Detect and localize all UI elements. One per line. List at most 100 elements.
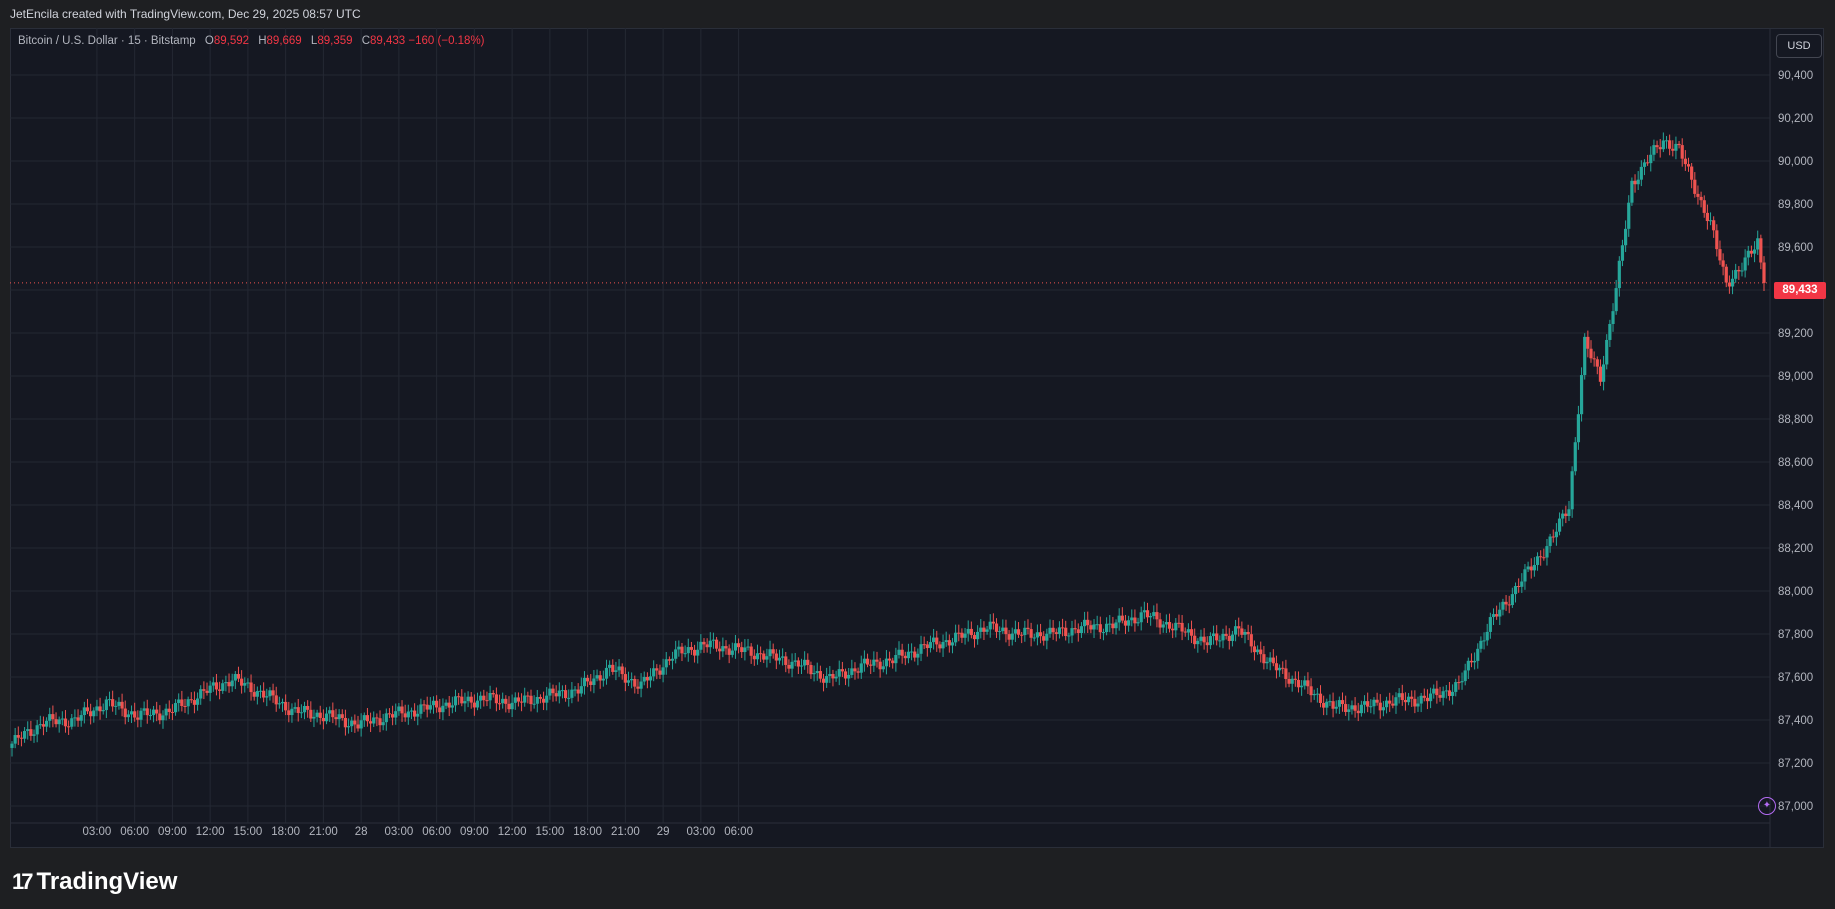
candle-body: [507, 703, 511, 710]
candle-body: [48, 714, 52, 721]
tradingview-logo[interactable]: 17 TradingView: [12, 868, 177, 896]
candle-body: [422, 704, 426, 706]
candle-body: [293, 707, 297, 709]
candle-body: [938, 644, 942, 649]
candle-body: [268, 690, 272, 697]
candle-body: [947, 640, 951, 646]
candle-body: [1677, 143, 1681, 146]
candle-body: [1696, 193, 1700, 197]
candle-body: [315, 712, 319, 717]
legend-close-label: C: [361, 35, 371, 47]
candle-body: [1419, 695, 1423, 704]
legend-symbol[interactable]: Bitcoin / U.S. Dollar · 15 · Bitstamp: [18, 35, 196, 47]
candle-body: [1759, 238, 1763, 263]
candle-body: [136, 717, 140, 720]
candle-body: [1265, 661, 1269, 664]
candle-body: [1127, 620, 1131, 626]
candle-body: [466, 696, 470, 702]
candle-body: [611, 664, 615, 672]
candle-body: [759, 653, 763, 655]
candle-body: [1394, 697, 1398, 706]
candle-body: [516, 697, 521, 702]
candle-body: [730, 650, 734, 655]
candle-body: [107, 699, 112, 701]
candle-body: [1060, 627, 1065, 629]
candle-body: [1428, 693, 1433, 702]
candle-body: [1605, 339, 1609, 365]
candle-body: [299, 712, 303, 714]
candle-body: [262, 690, 266, 698]
candle-body: [850, 668, 854, 675]
candle-body: [535, 696, 539, 704]
candle-body: [711, 639, 716, 641]
candle-body: [277, 703, 281, 705]
candle-body: [435, 700, 439, 708]
candle-body: [1567, 509, 1571, 517]
candle-body: [796, 660, 800, 667]
sparkle-icon[interactable]: ✦: [1758, 797, 1776, 815]
candle-body: [167, 708, 171, 712]
candle-body: [416, 713, 420, 717]
candle-body: [1362, 701, 1367, 705]
candle-body: [1208, 636, 1213, 646]
chart-credit: JetEncila created with TradingView.com, …: [10, 7, 361, 21]
candle-body: [1130, 617, 1134, 621]
candle-body: [1438, 695, 1442, 698]
candle-body: [1303, 680, 1307, 686]
candle-body: [928, 642, 933, 649]
candle-body: [809, 665, 813, 675]
candle-body: [1400, 693, 1404, 700]
candle-body: [1142, 610, 1146, 613]
candle-body: [601, 678, 605, 681]
currency-button[interactable]: USD: [1776, 34, 1822, 58]
candle-body: [831, 673, 835, 679]
candle-body: [1315, 693, 1319, 695]
candle-body: [1133, 617, 1137, 624]
candle-body: [881, 666, 885, 670]
legend-open-value: 89,592: [213, 35, 250, 47]
candle-body: [639, 681, 643, 689]
candle-body: [1693, 179, 1697, 194]
candle-body: [403, 713, 407, 718]
candle-body: [1092, 624, 1096, 630]
candle-body: [1158, 619, 1162, 628]
candle-body: [976, 631, 980, 640]
candle-body: [482, 695, 486, 701]
candle-body: [862, 658, 867, 664]
candle-body: [573, 689, 577, 691]
candle-body: [1627, 202, 1631, 229]
candle-body: [1441, 691, 1445, 698]
candle-body: [724, 646, 728, 649]
candle-body: [494, 694, 498, 704]
x-tick-label: 06:00: [120, 826, 149, 838]
candle-body: [894, 654, 898, 664]
candle-body: [705, 644, 709, 648]
candle-body: [1734, 269, 1738, 279]
candle-body: [1145, 610, 1150, 618]
candle-body: [365, 715, 370, 722]
candle-body: [1517, 586, 1521, 588]
candle-body: [1601, 364, 1606, 382]
candle-body: [777, 657, 782, 661]
candle-body: [164, 708, 168, 716]
candle-body: [129, 711, 134, 715]
candle-body: [1167, 622, 1172, 629]
candle-body: [353, 720, 357, 725]
candle-body: [101, 710, 105, 712]
candle-body: [664, 659, 668, 668]
candle-body: [1422, 695, 1426, 698]
candle-body: [460, 696, 464, 704]
candle-body: [60, 718, 64, 720]
candle-body: [1542, 557, 1546, 559]
candle-body: [925, 644, 929, 649]
candle-body: [1529, 566, 1533, 571]
candle-body: [620, 666, 624, 675]
candle-body: [95, 706, 99, 711]
candle-body: [1649, 154, 1653, 164]
candle-body: [1281, 667, 1285, 669]
candle-body: [1384, 700, 1389, 708]
legend-low-value: 89,359: [317, 35, 353, 47]
candle-body: [614, 670, 618, 672]
candle-body: [1724, 266, 1728, 283]
